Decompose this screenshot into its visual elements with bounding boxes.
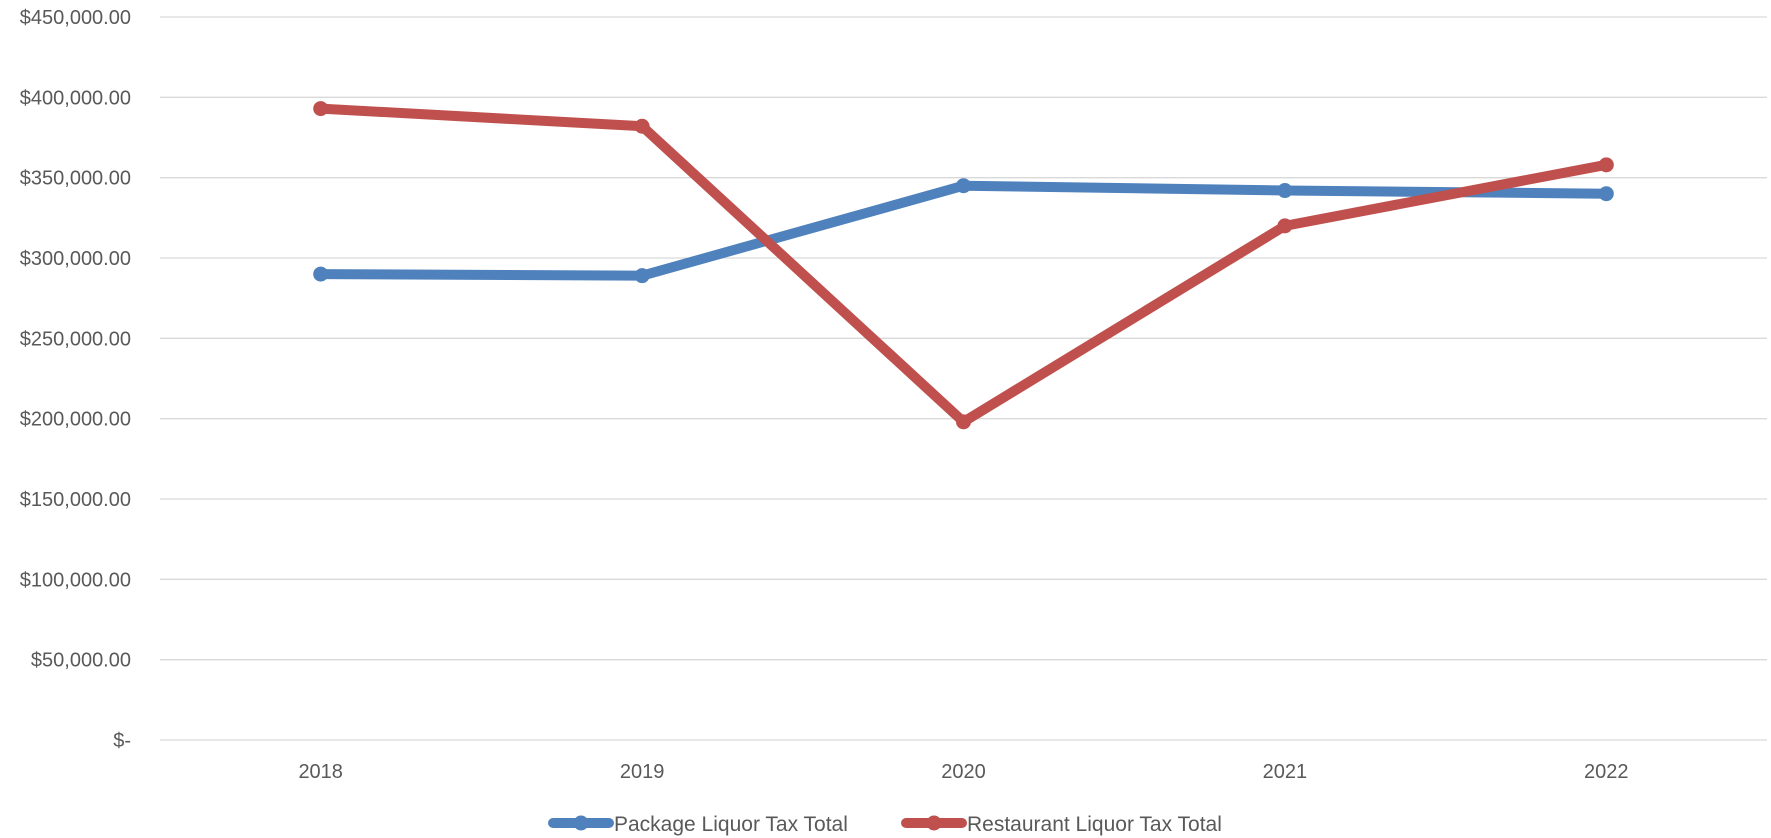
legend: Package Liquor Tax Total Restaurant Liquo… bbox=[548, 813, 1222, 836]
gridlines bbox=[160, 16, 1767, 741]
y-tick-label: $- bbox=[113, 730, 131, 752]
data-point bbox=[956, 178, 971, 194]
y-tick-label: $150,000.00 bbox=[20, 489, 131, 511]
data-point bbox=[313, 266, 329, 282]
x-tick-label: 2021 bbox=[1263, 761, 1308, 783]
data-point bbox=[956, 414, 971, 430]
y-axis-ticks: $- $50,000.00 $100,000.00 $150,000.00 $200,0… bbox=[20, 7, 131, 752]
data-point bbox=[1598, 157, 1614, 173]
x-tick-label: 2020 bbox=[941, 761, 986, 783]
y-tick-label: $400,000.00 bbox=[20, 87, 131, 109]
y-tick-label: $200,000.00 bbox=[20, 409, 131, 431]
legend-item: Restaurant Liquor Tax Total bbox=[901, 813, 1222, 836]
y-tick-label: $250,000.00 bbox=[20, 328, 131, 350]
legend-label: Restaurant Liquor Tax Total bbox=[967, 813, 1222, 836]
y-tick-label: $300,000.00 bbox=[20, 248, 131, 270]
x-tick-label: 2018 bbox=[298, 761, 343, 783]
series-2 bbox=[313, 101, 1614, 430]
x-axis-ticks: 2018 2019 2020 2021 2022 bbox=[298, 761, 1628, 783]
y-tick-label: $350,000.00 bbox=[20, 168, 131, 190]
series-line bbox=[315, 103, 1612, 427]
legend-swatch-marker bbox=[573, 815, 589, 831]
y-tick-label: $100,000.00 bbox=[20, 569, 131, 591]
data-point bbox=[1277, 218, 1293, 234]
series-lines bbox=[313, 101, 1614, 430]
legend-swatch-marker bbox=[926, 815, 942, 831]
data-point bbox=[634, 118, 650, 134]
x-tick-label: 2019 bbox=[620, 761, 665, 783]
data-point bbox=[1277, 183, 1293, 199]
y-tick-label: $450,000.00 bbox=[20, 7, 131, 29]
series-1 bbox=[313, 178, 1614, 284]
y-tick-label: $50,000.00 bbox=[31, 650, 131, 672]
data-point bbox=[313, 101, 329, 117]
legend-item: Package Liquor Tax Total bbox=[548, 813, 848, 836]
data-point bbox=[634, 268, 650, 284]
data-point bbox=[1598, 186, 1614, 202]
x-tick-label: 2022 bbox=[1584, 761, 1629, 783]
legend-label: Package Liquor Tax Total bbox=[614, 813, 848, 836]
